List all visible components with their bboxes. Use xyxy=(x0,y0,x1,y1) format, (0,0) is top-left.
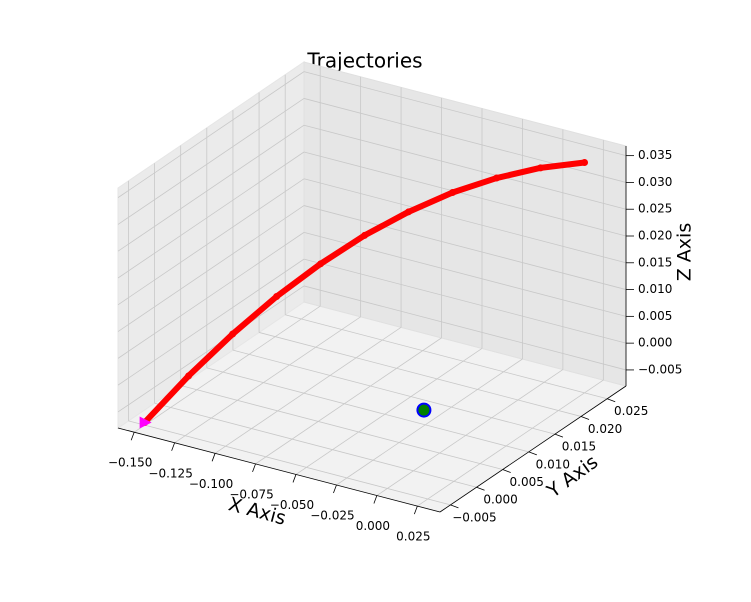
x-tick-label: −0.125 xyxy=(148,466,192,480)
z-tick-label: 0.000 xyxy=(638,336,672,350)
x-axis-line xyxy=(117,427,441,513)
grid-line xyxy=(303,98,627,183)
grid-line xyxy=(154,402,477,488)
grid-line xyxy=(206,367,529,453)
grid-line xyxy=(174,316,361,444)
z-tick-label: 0.010 xyxy=(638,282,672,296)
grid-line xyxy=(295,348,483,475)
y-tick-label: 0.005 xyxy=(510,475,544,489)
tick-mark xyxy=(292,474,297,483)
grid-line xyxy=(117,285,305,413)
z-tick-label: 0.005 xyxy=(638,309,672,323)
grid-line xyxy=(303,151,627,237)
tick-mark xyxy=(450,504,459,509)
tick-mark xyxy=(502,469,511,473)
x-tick-label: −0.100 xyxy=(189,477,233,491)
tick-mark xyxy=(252,463,256,473)
grid-line xyxy=(117,178,305,306)
trajectory-point xyxy=(273,293,281,301)
z-tick-label: 0.030 xyxy=(638,175,672,189)
trajectory-point xyxy=(581,158,589,166)
grid-line xyxy=(258,332,582,417)
tick-mark xyxy=(211,453,216,462)
grid-line xyxy=(303,124,627,210)
y-tick-label: 0.025 xyxy=(614,404,648,418)
goal-marker xyxy=(416,402,432,418)
grid-line xyxy=(285,314,608,400)
y-axis-line xyxy=(439,385,627,513)
grid-line xyxy=(117,151,305,279)
grid-line xyxy=(232,349,556,435)
y-tick-label: 0.015 xyxy=(562,440,596,454)
tick-mark xyxy=(476,486,485,491)
z-tick-label: −0.005 xyxy=(638,362,682,376)
grid-line xyxy=(117,71,305,198)
grid-line xyxy=(214,326,402,454)
start-marker xyxy=(139,416,152,429)
trajectory-point xyxy=(361,231,369,239)
z-axis-label: Z Axis xyxy=(674,223,696,281)
x-tick-label: −0.150 xyxy=(108,456,152,470)
tick-mark xyxy=(580,416,590,420)
grid-line xyxy=(133,305,321,433)
grid-line xyxy=(336,358,523,486)
x-tick-label: 0.025 xyxy=(396,530,430,544)
y-tick-label: 0.010 xyxy=(536,457,570,471)
grid-line xyxy=(303,258,627,344)
y-tick-label: 0.020 xyxy=(588,422,622,436)
tick-mark xyxy=(554,433,564,438)
grid-line xyxy=(303,285,627,371)
y-tick-label: −0.005 xyxy=(452,510,496,524)
grid-line xyxy=(376,369,564,496)
tick-mark xyxy=(171,442,176,451)
tick-mark xyxy=(373,495,378,504)
trajectory-point xyxy=(405,208,413,216)
grid-line xyxy=(117,258,305,386)
grid-line xyxy=(303,71,627,157)
trajectory-point xyxy=(229,330,237,338)
grid-line xyxy=(117,232,305,359)
grid-line xyxy=(117,98,305,225)
z-tick-label: 0.025 xyxy=(638,202,672,216)
grid-line xyxy=(255,337,442,465)
grid-line xyxy=(180,385,503,470)
trajectory-point xyxy=(537,164,545,172)
grid-line xyxy=(417,379,604,507)
grid-line xyxy=(303,231,627,317)
trajectory-point xyxy=(493,174,501,182)
grid-line xyxy=(303,178,627,264)
z-tick-label: 0.035 xyxy=(638,148,672,162)
x-tick-label: −0.075 xyxy=(229,487,273,501)
tick-mark xyxy=(130,432,135,441)
trajectory-point xyxy=(317,260,325,268)
grid-line xyxy=(117,124,305,252)
tick-mark xyxy=(528,451,537,456)
x-tick-label: −0.050 xyxy=(270,498,314,512)
grid-line xyxy=(117,205,305,332)
z-tick-label: 0.020 xyxy=(638,229,672,243)
x-tick-label: 0.000 xyxy=(356,519,390,533)
x-tick-label: −0.025 xyxy=(310,508,354,522)
tick-mark xyxy=(607,398,616,403)
trajectory-point xyxy=(185,372,193,380)
grid-line xyxy=(303,205,627,290)
tick-mark xyxy=(333,484,337,494)
grid-line xyxy=(128,420,451,506)
z-tick-label: 0.015 xyxy=(638,255,672,269)
tick-mark xyxy=(413,505,418,515)
trajectory-point xyxy=(449,189,457,197)
y-tick-label: 0.000 xyxy=(483,493,517,507)
